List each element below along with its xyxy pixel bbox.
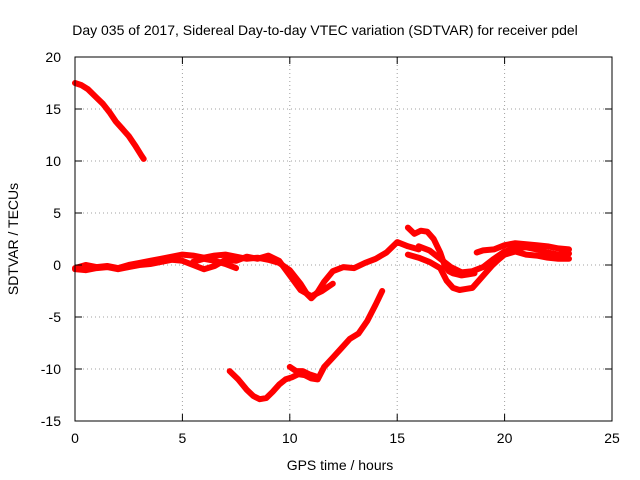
series-trace-4: [190, 255, 240, 272]
y-tick-label: 0: [53, 257, 61, 273]
y-axis-title: SDTVAR / TECUs: [5, 183, 21, 295]
series-trace-9: [415, 243, 572, 276]
x-tick-label: 5: [179, 430, 187, 446]
grid-layer: [75, 57, 612, 421]
series-trace-1: [72, 80, 147, 162]
x-tick-label: 15: [389, 430, 405, 446]
y-tick-label: 15: [45, 101, 61, 117]
series-layer: [72, 80, 572, 403]
x-tick-label: 10: [282, 430, 298, 446]
series-trace-6: [286, 363, 319, 380]
series-trace-5: [226, 288, 386, 403]
y-tick-label: 20: [45, 49, 61, 65]
x-tick-label: 20: [497, 430, 513, 446]
y-tick-label: -15: [41, 413, 61, 429]
x-tick-label: 25: [604, 430, 620, 446]
tick-layer: 0 5 10 15 20 25 -15 -10 -5 0 5 10 15 20: [41, 49, 620, 446]
plot-frame: [74, 56, 613, 422]
series-trace-3: [72, 252, 336, 300]
series-trace-8: [404, 248, 572, 293]
chart-title: Day 035 of 2017, Sidereal Day-to-day VTE…: [72, 22, 578, 38]
y-tick-label: 10: [45, 153, 61, 169]
x-tick-label: 0: [71, 430, 79, 446]
y-tick-label: -10: [41, 361, 61, 377]
y-tick-label: -5: [49, 309, 62, 325]
series-trace-10: [473, 240, 572, 256]
y-tick-label: 5: [53, 205, 61, 221]
x-axis-title: GPS time / hours: [287, 457, 394, 473]
